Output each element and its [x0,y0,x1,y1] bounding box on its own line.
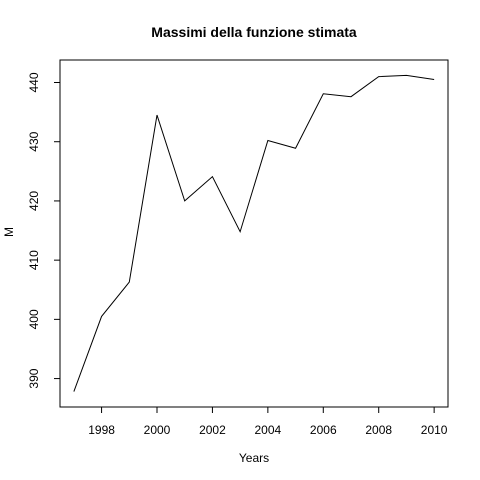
plot-frame [59,59,449,408]
y-tick-label: 430 [27,131,41,151]
y-tick-label: 400 [27,309,41,329]
x-tick-label: 2010 [421,423,448,437]
x-tick-label: 2000 [144,423,171,437]
y-axis-label: M [2,227,16,237]
x-axis: 1998 2000 2002 2004 2006 2008 2010 [88,407,448,437]
x-tick-label: 2002 [199,423,226,437]
chart-title: Massimi della funzione stimata [151,24,357,40]
x-tick-label: 1998 [88,423,115,437]
x-tick-label: 2008 [365,423,392,437]
y-tick-label: 420 [27,191,41,211]
y-tick-label: 410 [27,250,41,270]
y-tick-label: 440 [27,72,41,92]
x-tick-label: 2004 [255,423,282,437]
y-axis: 390 400 410 420 430 440 [27,72,60,389]
x-axis-label: Years [239,451,269,465]
series-group [73,74,435,392]
series-line [73,74,435,392]
x-tick-label: 2006 [310,423,337,437]
y-tick-label: 390 [27,368,41,388]
